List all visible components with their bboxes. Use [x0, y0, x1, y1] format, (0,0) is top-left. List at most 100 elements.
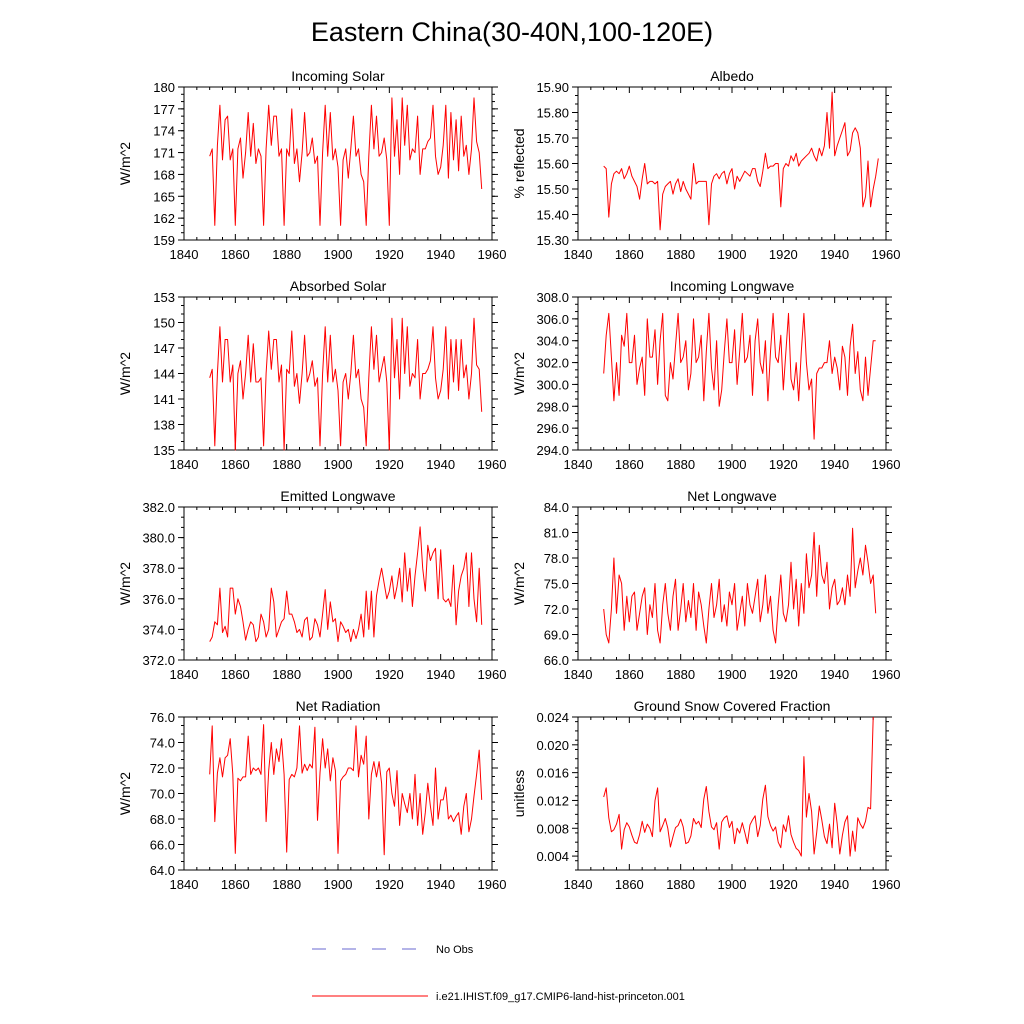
y-tick-label: 177 [153, 102, 175, 117]
y-tick-label: 376.0 [142, 592, 175, 607]
y-axis-label: W/m^2 [117, 142, 133, 185]
y-tick-label: 306.0 [536, 312, 569, 327]
y-tick-label: 141 [153, 392, 175, 407]
x-tick-label: 1880 [666, 667, 695, 682]
panel-absorbed-solar: Absorbed Solar W/m^2 1840 1860 1880 1900 1920 1… [117, 278, 506, 472]
x-tick-label: 1960 [872, 877, 901, 892]
panel-title: Emitted Longwave [280, 488, 395, 504]
x-tick-label: 1880 [666, 877, 695, 892]
x-tick-label: 1860 [615, 667, 644, 682]
y-tick-label: 174 [153, 124, 175, 139]
y-axis-label: % reflected [511, 128, 527, 198]
y-tick-label: 372.0 [142, 653, 175, 668]
panel-incoming-longwave: Incoming Longwave W/m^2 1840 1860 1880 1900 19… [511, 278, 900, 472]
y-tick-label: 74.0 [150, 736, 175, 751]
x-tick-label: 1880 [666, 457, 695, 472]
x-tick-label: 1960 [872, 457, 901, 472]
y-tick-label: 294.0 [536, 443, 569, 458]
x-tick-label: 1840 [564, 247, 593, 262]
x-tick-label: 1900 [718, 667, 747, 682]
y-tick-label: 135 [153, 443, 175, 458]
y-tick-label: 64.0 [150, 863, 175, 878]
x-tick-label: 1920 [769, 247, 798, 262]
y-axis-label: unitless [511, 770, 527, 817]
x-tick-label: 1920 [769, 457, 798, 472]
y-tick-label: 374.0 [142, 622, 175, 637]
series-line [603, 527, 877, 644]
y-tick-label: 15.40 [536, 208, 569, 223]
y-tick-label: 0.004 [536, 849, 569, 864]
y-tick-label: 15.50 [536, 182, 569, 197]
x-tick-label: 1960 [478, 457, 507, 472]
x-tick-label: 1960 [872, 247, 901, 262]
panel-net-longwave: Net Longwave W/m^2 1840 1860 1880 1900 1920 194… [511, 488, 900, 682]
y-tick-label: 162 [153, 211, 175, 226]
series-line [603, 312, 876, 440]
y-tick-label: 72.0 [150, 761, 175, 776]
x-tick-label: 1960 [872, 667, 901, 682]
x-tick-label: 1900 [718, 247, 747, 262]
legend-no-obs-label: No Obs [436, 944, 474, 956]
plot-frame [577, 716, 887, 871]
y-tick-label: 15.70 [536, 131, 569, 146]
y-tick-label: 138 [153, 418, 175, 433]
y-tick-label: 168 [153, 167, 175, 182]
y-tick-label: 72.0 [544, 602, 569, 617]
panel-title: Albedo [710, 68, 754, 84]
y-tick-label: 0.020 [536, 738, 569, 753]
x-tick-label: 1940 [820, 667, 849, 682]
x-tick-label: 1860 [221, 457, 250, 472]
x-tick-label: 1880 [272, 247, 301, 262]
y-tick-label: 84.0 [544, 500, 569, 515]
y-tick-label: 66.0 [544, 653, 569, 668]
x-tick-label: 1880 [272, 667, 301, 682]
y-tick-label: 68.0 [150, 812, 175, 827]
y-tick-label: 304.0 [536, 334, 569, 349]
y-axis-label: W/m^2 [117, 562, 133, 605]
panel-title: Net Longwave [687, 488, 777, 504]
y-tick-label: 150 [153, 316, 175, 331]
y-tick-label: 0.008 [536, 821, 569, 836]
series-line [209, 97, 483, 226]
x-tick-label: 1920 [769, 877, 798, 892]
y-axis-label: W/m^2 [117, 352, 133, 395]
y-tick-label: 296.0 [536, 421, 569, 436]
y-tick-label: 380.0 [142, 531, 175, 546]
series-line [603, 716, 874, 857]
x-tick-label: 1880 [666, 247, 695, 262]
x-tick-label: 1940 [820, 457, 849, 472]
y-tick-label: 69.0 [544, 628, 569, 643]
y-tick-label: 70.0 [150, 787, 175, 802]
panel-net-radiation: Net Radiation W/m^2 1840 1860 1880 1900 1920 19… [117, 698, 506, 892]
x-tick-label: 1840 [564, 667, 593, 682]
panel-title: Absorbed Solar [290, 278, 387, 294]
x-tick-label: 1960 [478, 877, 507, 892]
figure-title: Eastern China(30-40N,100-120E) [311, 17, 713, 47]
y-tick-label: 15.80 [536, 106, 569, 121]
panel-title: Ground Snow Covered Fraction [634, 698, 831, 714]
y-tick-label: 144 [153, 367, 175, 382]
x-tick-label: 1860 [615, 457, 644, 472]
y-tick-label: 66.0 [150, 838, 175, 853]
x-tick-label: 1840 [170, 247, 199, 262]
x-tick-label: 1960 [478, 247, 507, 262]
panel-ground-snow-covered-fraction: Ground Snow Covered Fraction unitless 1840… [511, 698, 900, 892]
y-axis-label: W/m^2 [511, 352, 527, 395]
x-tick-label: 1860 [221, 247, 250, 262]
y-tick-label: 0.012 [536, 793, 569, 808]
x-tick-label: 1920 [769, 667, 798, 682]
panel-title: Net Radiation [296, 698, 381, 714]
x-tick-label: 1940 [426, 877, 455, 892]
y-tick-label: 76.0 [150, 710, 175, 725]
x-tick-label: 1840 [170, 877, 199, 892]
y-tick-label: 159 [153, 233, 175, 248]
plot-frame [183, 296, 493, 451]
legend: No Obs i.e21.IHIST.f09_g17.CMIP6-land-hi… [312, 944, 685, 1003]
y-tick-label: 153 [153, 290, 175, 305]
y-tick-label: 15.30 [536, 233, 569, 248]
y-tick-label: 378.0 [142, 561, 175, 576]
x-tick-label: 1940 [820, 877, 849, 892]
y-tick-label: 308.0 [536, 290, 569, 305]
y-tick-label: 75.0 [544, 577, 569, 592]
panel-title: Incoming Solar [291, 68, 385, 84]
